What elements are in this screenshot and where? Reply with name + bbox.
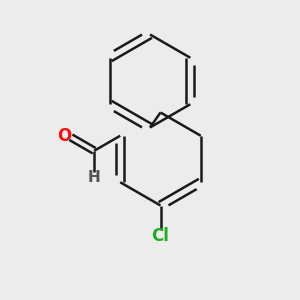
Text: H: H: [88, 170, 100, 185]
Text: O: O: [57, 127, 71, 145]
Text: Cl: Cl: [152, 227, 169, 245]
